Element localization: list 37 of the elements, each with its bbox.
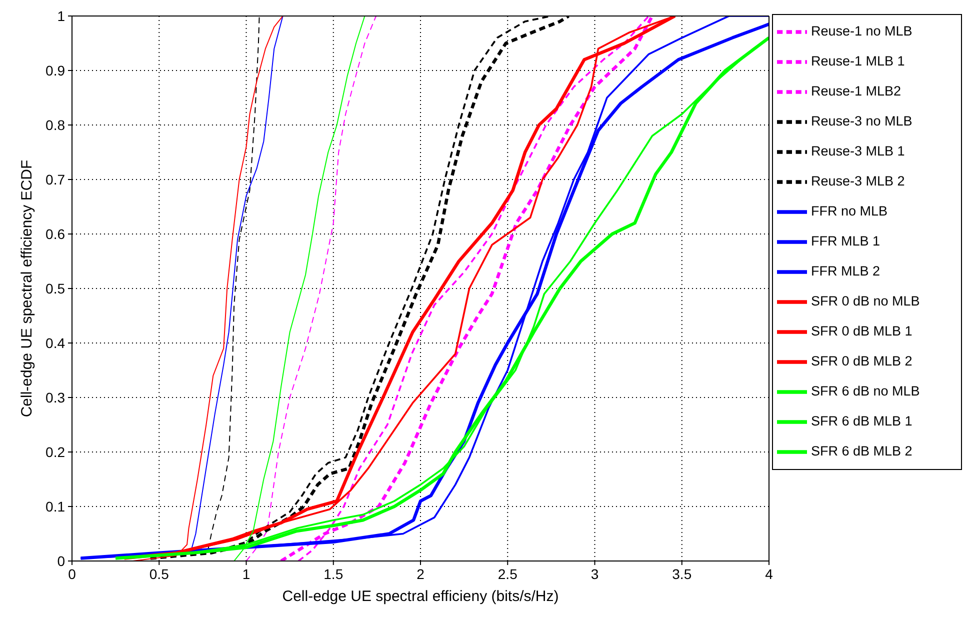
- y-tick-label: 1: [57, 8, 66, 24]
- y-tick-label: 0.7: [46, 171, 66, 188]
- y-tick-label: 0.9: [46, 62, 66, 78]
- legend-label: SFR 6 dB MLB 1: [811, 414, 912, 429]
- x-tick-label: 0: [68, 566, 76, 582]
- legend-label: Reuse-1 MLB2: [811, 84, 902, 99]
- y-tick-label: 0.1: [46, 498, 66, 514]
- x-tick-label: 1.5: [324, 566, 344, 582]
- x-tick-label: 3.5: [672, 566, 692, 582]
- y-tick-label: 0: [57, 552, 66, 569]
- x-axis-title: Cell-edge UE spectral efficieny (bits/s/Hz): [282, 588, 559, 605]
- legend-label: SFR 0 dB MLB 2: [811, 354, 912, 369]
- legend-label: FFR MLB 2: [811, 264, 880, 279]
- x-tick-label: 3: [590, 566, 599, 582]
- y-axis-title: Cell-edge UE spectral efficiency ECDF: [18, 160, 36, 418]
- legend-label: Reuse-1 no MLB: [811, 24, 912, 39]
- x-tick-label: 1: [242, 566, 250, 582]
- legend-label: Reuse-1 MLB 1: [811, 54, 905, 69]
- y-tick-label: 0.5: [46, 280, 66, 296]
- legend-label: Reuse-3 MLB 2: [811, 174, 905, 189]
- x-tick-label: 0.5: [149, 566, 170, 582]
- legend-label: Reuse-3 MLB 1: [811, 144, 905, 159]
- legend-label: Reuse-3 no MLB: [811, 114, 912, 129]
- legend-label: SFR 0 dB MLB 1: [811, 324, 912, 339]
- legend-label: SFR 0 dB no MLB: [811, 294, 920, 309]
- y-tick-label: 0.2: [46, 444, 66, 460]
- legend-label: SFR 6 dB no MLB: [811, 384, 920, 399]
- y-tick-label: 0.4: [46, 334, 66, 351]
- y-tick-label: 0.3: [46, 389, 66, 406]
- legend-label: SFR 6 dB MLB 2: [811, 444, 912, 459]
- x-tick-label: 2: [416, 566, 425, 582]
- y-tick-label: 0.8: [46, 116, 66, 133]
- legend-label: FFR no MLB: [811, 204, 888, 219]
- legend-label: FFR MLB 1: [811, 234, 880, 249]
- y-tick-label: 0.6: [46, 226, 66, 242]
- x-tick-label: 4: [765, 566, 774, 582]
- x-tick-label: 2.5: [498, 566, 518, 582]
